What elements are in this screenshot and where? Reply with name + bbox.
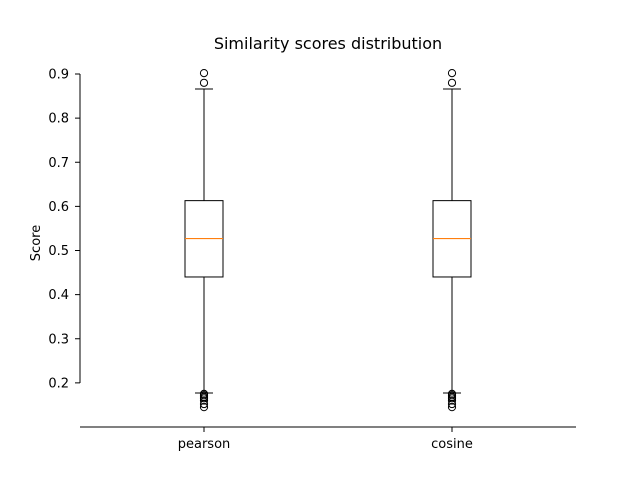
outlier-point: [199, 396, 209, 405]
y-ticks: 0.2 0.3 0.4 0.5 0.6 0.7 0.8 0.9: [48, 68, 80, 391]
x-ticks: pearson cosine: [178, 427, 473, 452]
outlier-point: [447, 394, 457, 403]
outlier-point: [447, 396, 457, 405]
outlier-point: [199, 69, 209, 78]
outlier-point: [447, 69, 457, 78]
y-tick-label: 0.3: [48, 332, 69, 347]
outlier-point: [199, 78, 209, 87]
outlier-point: [199, 403, 209, 412]
box-cosine: [432, 69, 472, 412]
outlier-point: [447, 78, 457, 87]
y-tick-label: 0.7: [48, 156, 69, 171]
chart-title: Similarity scores distribution: [214, 34, 442, 53]
outlier-point: [447, 403, 457, 412]
boxes: [184, 69, 472, 412]
y-axis-label: Score: [29, 225, 44, 261]
outlier-point: [447, 399, 457, 409]
y-tick-label: 0.5: [48, 244, 69, 259]
y-tick-label: 0.4: [48, 288, 69, 303]
outlier-point: [199, 394, 209, 403]
y-tick-label: 0.9: [48, 68, 69, 83]
y-tick-label: 0.6: [48, 200, 69, 215]
outlier-point: [199, 399, 209, 409]
x-tick-label: cosine: [431, 437, 473, 452]
y-tick-label: 0.2: [48, 376, 69, 391]
y-tick-label: 0.8: [48, 112, 69, 127]
box-pearson: [184, 69, 224, 412]
x-tick-label: pearson: [178, 437, 231, 452]
